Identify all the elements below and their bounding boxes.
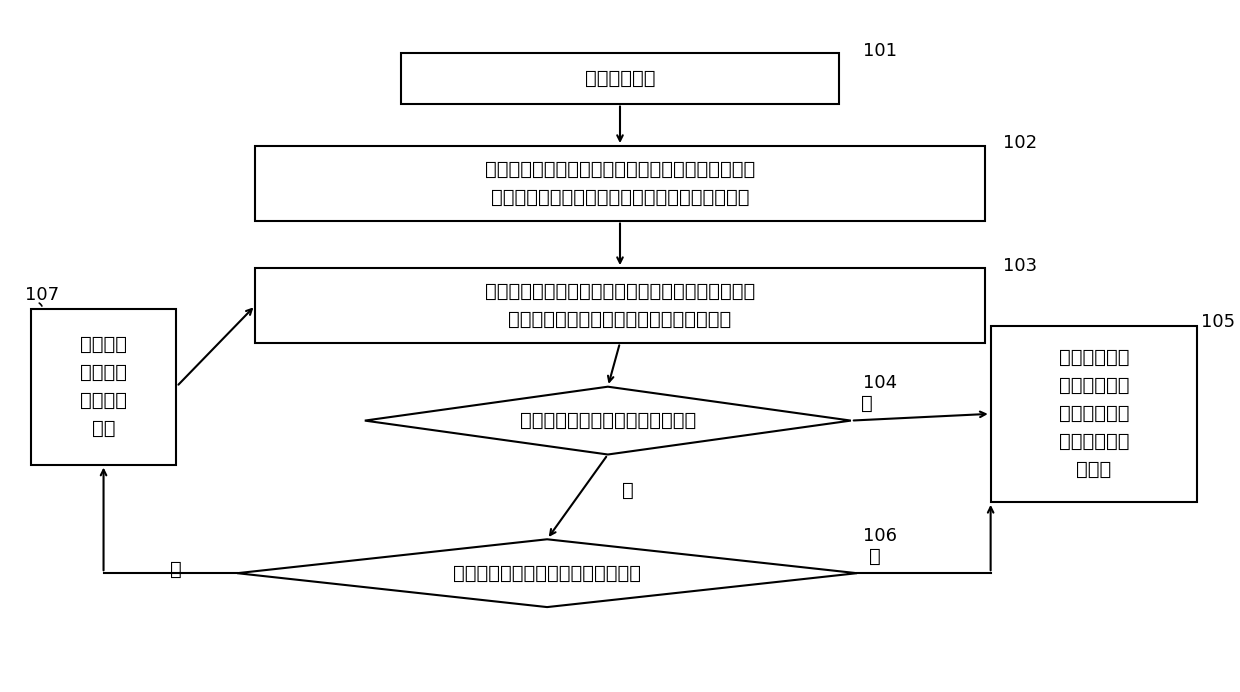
Text: 101: 101: [863, 42, 897, 60]
Text: 103: 103: [1003, 257, 1037, 275]
Text: 否: 否: [622, 481, 634, 500]
Text: 所述当前迭代次数达到所述迭代总数: 所述当前迭代次数达到所述迭代总数: [453, 564, 641, 583]
Text: 106: 106: [863, 527, 897, 545]
FancyBboxPatch shape: [402, 53, 838, 104]
Text: 保存所述当前
目标解对应的
温度设定值，
结束并退出迭
代循环: 保存所述当前 目标解对应的 温度设定值， 结束并退出迭 代循环: [1059, 348, 1130, 480]
Text: 确定初始参数: 确定初始参数: [585, 69, 655, 88]
Text: 104: 104: [863, 374, 898, 392]
FancyBboxPatch shape: [255, 268, 985, 343]
Text: 采用活跃目标粒子群算法，计算所述第一优化目标模
型，得到当前目标解，并记录当前迭代次数: 采用活跃目标粒子群算法，计算所述第一优化目标模 型，得到当前目标解，并记录当前迭…: [485, 282, 755, 329]
Polygon shape: [365, 387, 851, 455]
Text: 以用户总的不舒适度最小为目标，以温度设定范围和
最大跟踪误差为约束条件，建立第一优化目标模型: 以用户总的不舒适度最小为目标，以温度设定范围和 最大跟踪误差为约束条件，建立第一…: [485, 160, 755, 207]
Polygon shape: [237, 539, 857, 607]
Text: 102: 102: [1003, 134, 1037, 152]
FancyBboxPatch shape: [991, 326, 1198, 502]
Text: 所述当前目标解小于第一设定阈值: 所述当前目标解小于第一设定阈值: [520, 411, 696, 430]
Text: 更新温度
设定值和
当前迭代
次数: 更新温度 设定值和 当前迭代 次数: [81, 335, 126, 438]
FancyBboxPatch shape: [31, 309, 176, 465]
Text: 105: 105: [1200, 313, 1235, 331]
Text: 是: 是: [861, 394, 873, 413]
Text: 107: 107: [25, 286, 58, 304]
Text: 否: 否: [170, 561, 182, 579]
Text: 是: 是: [869, 547, 880, 566]
FancyBboxPatch shape: [255, 146, 985, 221]
